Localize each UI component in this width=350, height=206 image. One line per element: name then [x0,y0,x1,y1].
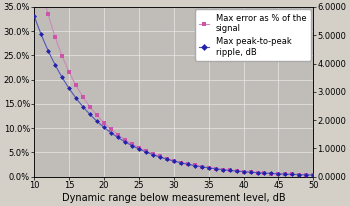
Legend: Max error as % of the
signal, Max peak-to-peak
ripple, dB: Max error as % of the signal, Max peak-t… [195,9,311,61]
X-axis label: Dynamic range below measurement level, dB: Dynamic range below measurement level, d… [62,193,286,202]
